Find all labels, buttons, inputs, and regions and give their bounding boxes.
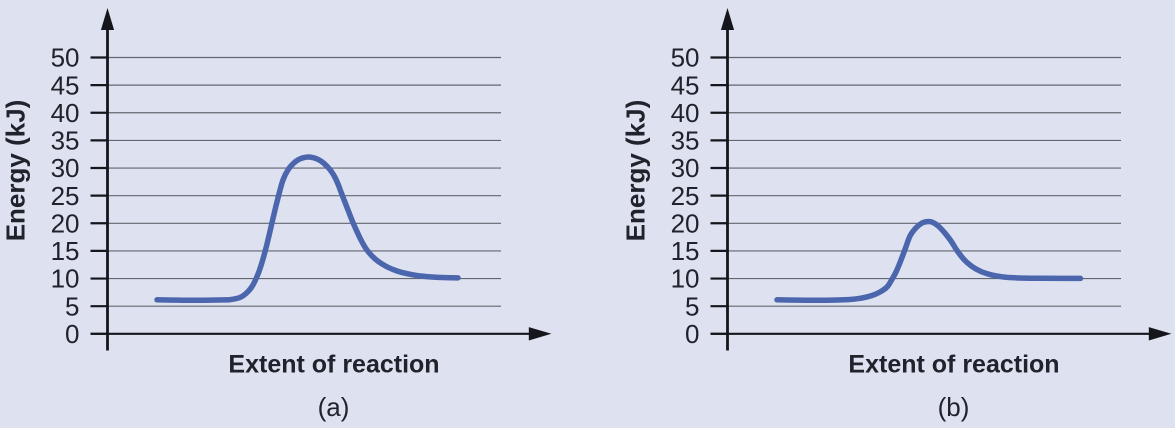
svg-text:25: 25 [51,181,80,211]
svg-text:Energy (kJ): Energy (kJ) [621,100,651,242]
svg-text:10: 10 [671,264,700,294]
svg-text:30: 30 [51,153,80,183]
svg-text:15: 15 [671,236,700,266]
svg-text:45: 45 [51,70,80,100]
svg-text:(a): (a) [318,392,350,422]
svg-text:50: 50 [51,43,80,73]
svg-text:20: 20 [51,208,80,238]
svg-text:Extent of reaction: Extent of reaction [848,350,1059,378]
svg-text:20: 20 [671,208,700,238]
svg-text:5: 5 [65,291,79,321]
svg-text:5: 5 [685,291,699,321]
svg-text:15: 15 [51,236,80,266]
svg-text:50: 50 [671,43,700,73]
svg-text:0: 0 [685,319,699,349]
svg-text:0: 0 [65,319,79,349]
svg-text:Energy (kJ): Energy (kJ) [1,100,31,242]
svg-text:(b): (b) [938,392,970,422]
svg-text:40: 40 [671,98,700,128]
svg-text:Extent of reaction: Extent of reaction [228,350,439,378]
svg-text:10: 10 [51,264,80,294]
svg-text:40: 40 [51,98,80,128]
svg-text:35: 35 [671,126,700,156]
svg-text:35: 35 [51,126,80,156]
svg-text:25: 25 [671,181,700,211]
svg-text:45: 45 [671,70,700,100]
svg-text:30: 30 [671,153,700,183]
